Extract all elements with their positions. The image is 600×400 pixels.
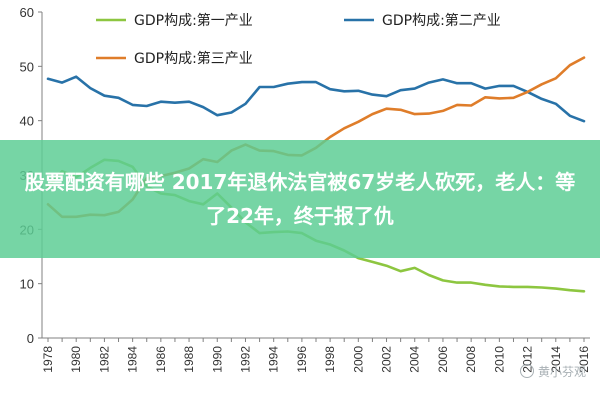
x-tick-label: 1980 bbox=[69, 346, 83, 373]
series-line-2 bbox=[46, 75, 586, 123]
x-tick-label: 1984 bbox=[126, 346, 140, 373]
headline-banner[interactable]: 股票配资有哪些 2017年退休法官被67岁老人砍死，老人：等了22年，终于报了仇 bbox=[0, 140, 600, 258]
y-tick-label: 60 bbox=[20, 5, 34, 20]
x-tick-label: 2006 bbox=[436, 346, 450, 373]
y-tick-label: 40 bbox=[20, 114, 34, 129]
y-tick-label: 10 bbox=[20, 277, 34, 292]
legend: GDP构成:第一产业 GDP构成:第二产业 GDP构成:第三产业 bbox=[96, 12, 501, 67]
watermark: 黄小芬观 bbox=[519, 363, 586, 380]
x-tick-label: 1994 bbox=[267, 346, 281, 373]
watermark-text: 黄小芬观 bbox=[537, 365, 586, 379]
legend-label: GDP构成:第一产业 bbox=[134, 12, 253, 29]
y-tick-label: 50 bbox=[20, 59, 34, 74]
legend-label: GDP构成:第二产业 bbox=[382, 12, 501, 29]
x-tick-label: 1982 bbox=[97, 346, 111, 373]
x-tick-label: 1990 bbox=[210, 346, 224, 373]
x-tick-label: 1978 bbox=[41, 346, 55, 373]
x-tick-label: 2014 bbox=[549, 346, 563, 373]
x-tick-label: 1986 bbox=[154, 346, 168, 373]
x-tick-label: 2016 bbox=[577, 346, 591, 373]
x-tick-label: 1998 bbox=[323, 346, 337, 373]
x-tick-label: 2004 bbox=[408, 346, 422, 373]
x-tick-label: 1988 bbox=[182, 346, 196, 373]
x-tick-label: 2010 bbox=[492, 346, 506, 373]
x-tick-label: 1996 bbox=[295, 346, 309, 373]
x-tick-label: 2000 bbox=[351, 346, 365, 373]
wechat-icon bbox=[519, 364, 534, 378]
headline-text[interactable]: 股票配资有哪些 2017年退休法官被67岁老人砍死，老人：等了22年，终于报了仇 bbox=[24, 170, 576, 228]
legend-label: GDP构成:第三产业 bbox=[134, 50, 253, 67]
x-tick-label: 2008 bbox=[464, 346, 478, 373]
y-tick-label: 0 bbox=[27, 331, 34, 346]
x-tick-label: 2002 bbox=[380, 346, 394, 373]
x-tick-label: 1992 bbox=[238, 346, 252, 373]
